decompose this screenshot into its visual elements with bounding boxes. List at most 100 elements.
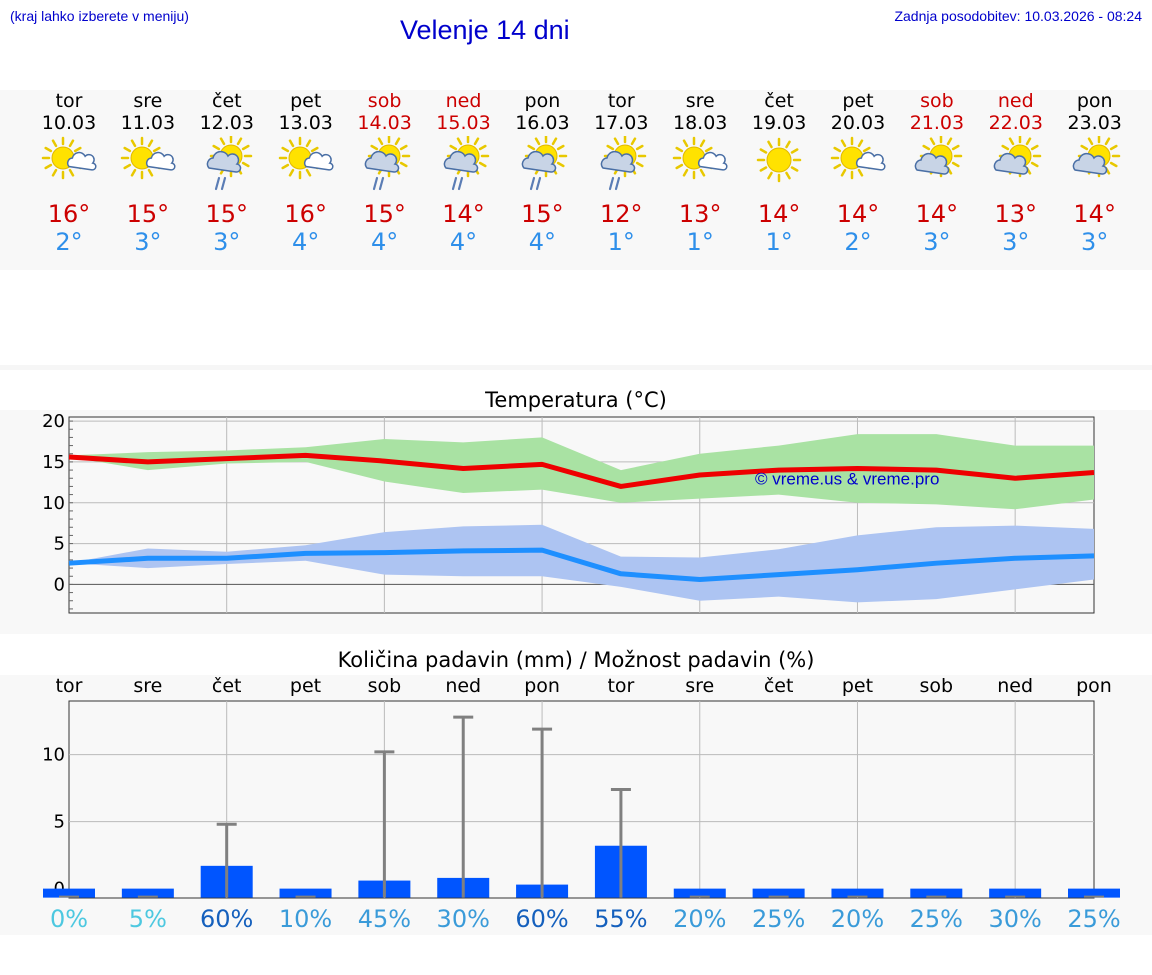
day-date: 11.03: [120, 112, 176, 134]
precip-probability: 45%: [358, 905, 411, 933]
max-temperature: 13°: [678, 200, 722, 228]
max-temperature: 13°: [994, 200, 1038, 228]
y-tick-label: 0: [54, 574, 65, 595]
day-forecast-6: pon 16.03 15° 4°: [502, 90, 582, 256]
y-tick-label: 10: [42, 493, 65, 514]
min-temperature: 3°: [1002, 228, 1030, 256]
y-tick-label: 10: [42, 745, 65, 766]
weather-icon-holder: [187, 134, 267, 200]
sun-cloud-icon: [672, 136, 728, 180]
max-temperature: 15°: [126, 200, 170, 228]
min-temperature: 1°: [607, 228, 635, 256]
weather-icon-holder: [897, 134, 977, 200]
day-date: 21.03: [909, 112, 965, 134]
precip-day-label: pon: [524, 675, 560, 697]
day-forecast-4: sob 14.03 15° 4°: [345, 90, 425, 256]
weather-icon-holder: [818, 134, 898, 200]
min-temperature: 4°: [292, 228, 320, 256]
weather-icon-holder: [424, 134, 504, 200]
sun-cloud-rain-icon: [206, 136, 253, 191]
precip-bar: [279, 888, 332, 898]
day-name: pon: [1076, 90, 1113, 112]
precip-bar: [1068, 888, 1120, 898]
sun-cloud-rain-icon: [601, 136, 647, 191]
precip-day-label: ned: [445, 675, 481, 697]
min-temperature: 1°: [686, 228, 714, 256]
day-name: čet: [764, 90, 794, 112]
day-date: 14.03: [357, 112, 412, 134]
day-date: 16.03: [515, 112, 570, 134]
precipitation-chart-title: Količina padavin (mm) / Možnost padavin …: [337, 648, 815, 672]
precip-bar: [910, 888, 963, 898]
day-date: 23.03: [1067, 112, 1122, 134]
precip-day-label: tor: [607, 675, 634, 697]
tmax-range-band: [69, 434, 1094, 510]
max-temperature: 15°: [205, 200, 249, 228]
precip-day-label: ned: [997, 675, 1033, 697]
tmax-line: [68, 452, 1095, 489]
daily-forecast-strip: tor 10.03 16° 2° sre 11.03 15° 3° čet 12.03 15° 3° p…: [0, 90, 1152, 270]
cloud-sun-icon: [993, 136, 1042, 178]
min-temperature: 4°: [528, 228, 557, 256]
day-forecast-2: čet 12.03 15° 3°: [187, 90, 267, 256]
max-temperature: 16°: [47, 200, 91, 228]
y-tick-label: 20: [42, 411, 65, 432]
max-temperature: 15°: [521, 200, 564, 228]
day-name: sob: [920, 90, 954, 112]
day-name: tor: [55, 90, 83, 112]
day-forecast-9: čet 19.03 14° 1°: [739, 90, 819, 256]
precip-day-label: pet: [842, 675, 873, 697]
min-temperature: 1°: [765, 228, 793, 256]
weather-icon-holder: [29, 134, 109, 200]
precip-bar: [989, 888, 1042, 898]
weather-icon-holder: [1055, 134, 1135, 200]
divider: [0, 365, 1152, 370]
min-temperature: 4°: [370, 228, 399, 256]
precip-probability: 30%: [988, 905, 1041, 933]
day-forecast-0: tor 10.03 16° 2°: [29, 90, 109, 256]
precip-probability: 10%: [279, 905, 332, 933]
day-date: 18.03: [672, 112, 728, 134]
sun-cloud-rain-icon: [443, 136, 489, 191]
weather-icon-holder: [660, 134, 740, 200]
y-tick-label: 15: [42, 452, 65, 473]
min-temperature: 3°: [134, 228, 162, 256]
day-name: sre: [133, 90, 163, 112]
sun-cloud-rain-icon: [364, 136, 410, 191]
precip-probability: 5%: [129, 905, 167, 933]
precip-day-label: sre: [133, 675, 162, 697]
day-name: sre: [685, 90, 715, 112]
weather-icon-holder: [345, 134, 425, 200]
min-temperature: 2°: [55, 228, 83, 256]
last-update: Zadnja posodobitev: 10.03.2026 - 08:24: [894, 8, 1142, 24]
sun-cloud-icon: [41, 136, 97, 180]
sun-cloud-icon: [278, 136, 334, 180]
cloud-sun-icon: [914, 136, 963, 178]
precip-day-label: tor: [56, 675, 83, 697]
precip-probability: 25%: [752, 905, 805, 933]
y-tick-label: 5: [54, 534, 65, 555]
min-temperature: 3°: [923, 228, 951, 256]
precip-day-label: sob: [368, 675, 402, 697]
day-forecast-8: sre 18.03 13° 1°: [660, 90, 740, 256]
weather-icon-holder: [108, 134, 188, 200]
precip-bar: [673, 888, 726, 898]
precip-day-label: pet: [290, 675, 321, 697]
precip-probability: 55%: [594, 905, 647, 933]
precip-bar: [43, 888, 95, 898]
precipitation-plot-area: [68, 700, 1095, 899]
day-forecast-11: sob 21.03 14° 3°: [897, 90, 977, 256]
day-name: pet: [290, 90, 322, 112]
precip-probability: 25%: [910, 905, 963, 933]
max-temperature: 12°: [600, 200, 643, 228]
weather-icon-holder: [581, 134, 661, 200]
day-date: 12.03: [199, 112, 254, 134]
precip-day-label: pon: [1076, 675, 1112, 697]
min-temperature: 3°: [1081, 228, 1109, 256]
day-name: tor: [607, 90, 635, 112]
sun-cloud-icon: [120, 136, 176, 180]
precip-bar: [121, 888, 174, 898]
precip-day-label: sob: [920, 675, 954, 697]
min-temperature: 2°: [844, 228, 872, 256]
max-temperature: 16°: [284, 200, 327, 228]
